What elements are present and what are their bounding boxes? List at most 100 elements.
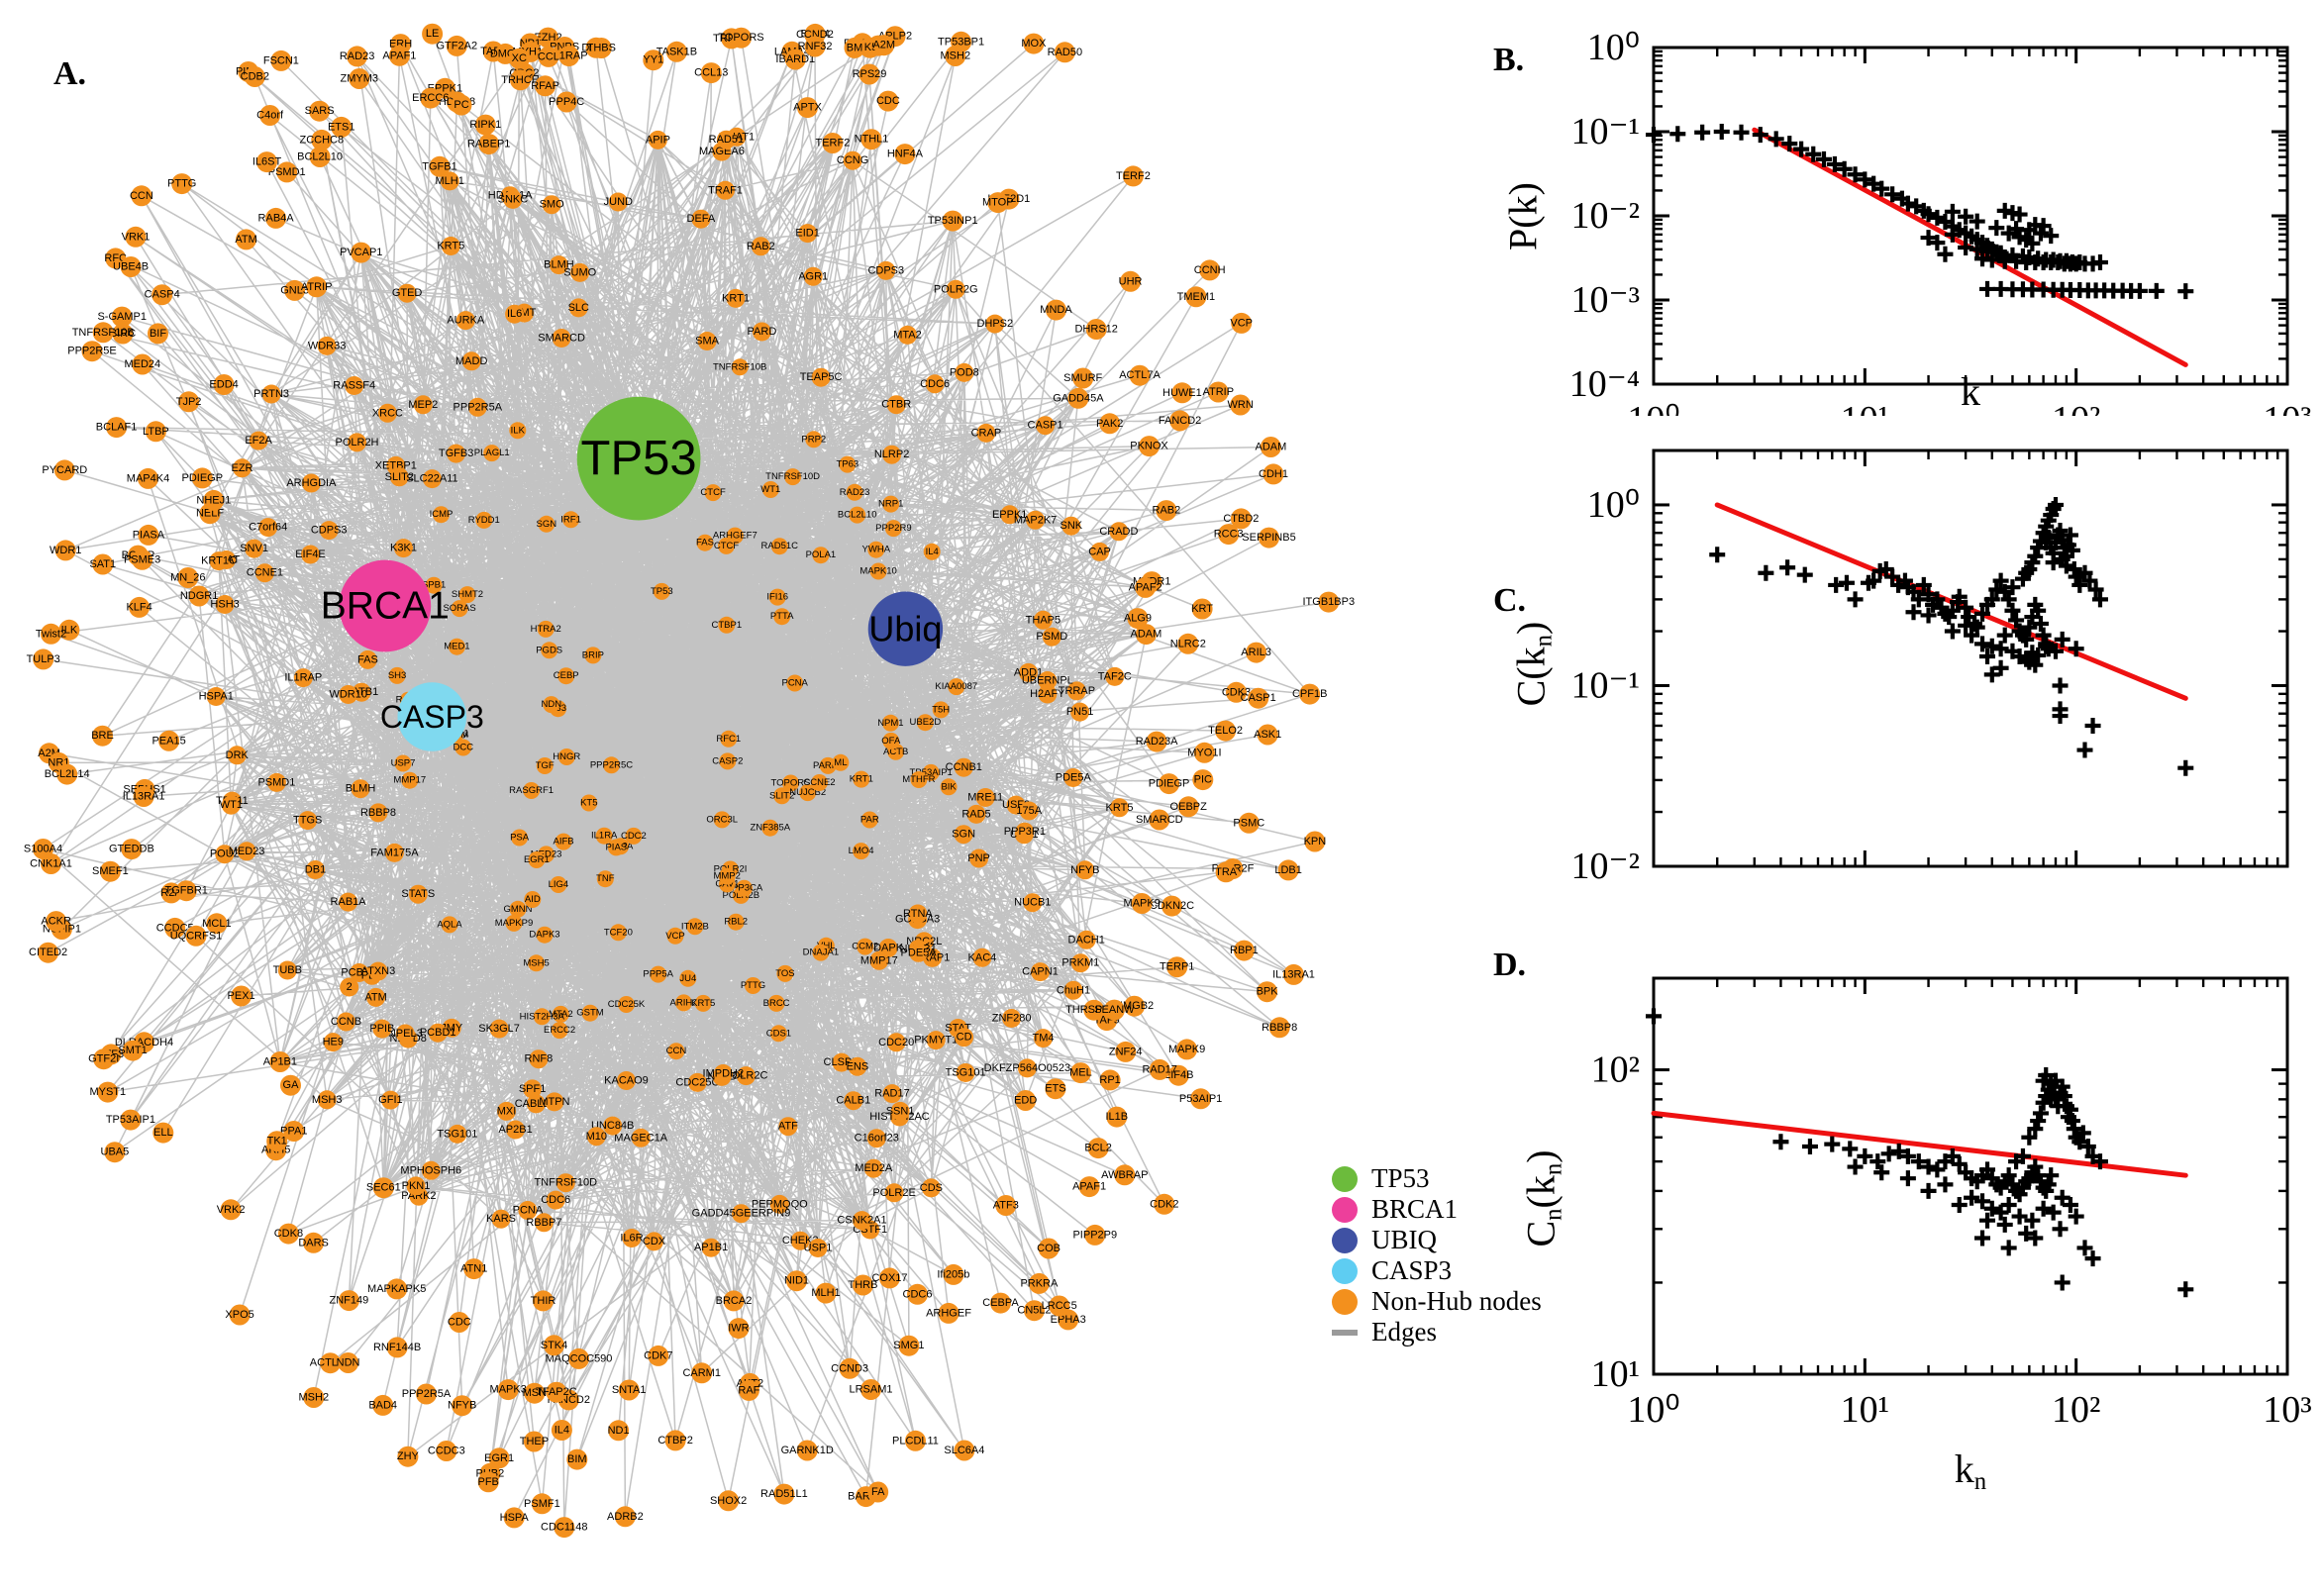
- network-node[interactable]: SERPINB5: [1242, 527, 1296, 549]
- network-node[interactable]: NPM1: [877, 714, 904, 732]
- network-node[interactable]: POLA1: [806, 547, 837, 564]
- network-node[interactable]: USP1: [804, 1239, 833, 1257]
- network-node[interactable]: C7orf64: [249, 518, 287, 538]
- network-node[interactable]: CCDC5: [156, 917, 194, 939]
- network-node[interactable]: RTNA: [903, 904, 933, 924]
- network-node[interactable]: PDE5A: [1056, 768, 1092, 787]
- network-node[interactable]: PEA15: [152, 730, 186, 751]
- network-node[interactable]: MAGEC1A: [614, 1128, 668, 1147]
- network-node[interactable]: SORAS: [443, 600, 476, 618]
- network-node[interactable]: ILK: [58, 619, 80, 641]
- network-node[interactable]: RAD50: [1048, 42, 1082, 63]
- network-node[interactable]: DKFZP564O0523: [984, 1058, 1070, 1078]
- network-node[interactable]: PEX1: [228, 985, 255, 1007]
- hub-node-tp53[interactable]: TP53: [576, 396, 701, 521]
- network-node[interactable]: RNF144B: [373, 1337, 421, 1358]
- network-node[interactable]: SMARCD: [538, 329, 585, 348]
- network-node[interactable]: DAPK3: [529, 926, 560, 944]
- network-node[interactable]: CDK3: [1222, 681, 1251, 703]
- network-node[interactable]: DB1: [305, 860, 326, 879]
- network-node[interactable]: TOPORS: [771, 774, 811, 792]
- network-node[interactable]: TP53AIP1: [106, 1109, 155, 1131]
- network-node[interactable]: OFA: [881, 732, 901, 749]
- network-node[interactable]: P53AIP1: [1179, 1088, 1222, 1110]
- hub-node-casp3[interactable]: CASP3: [380, 682, 484, 751]
- network-node[interactable]: NUCB1: [1014, 893, 1051, 913]
- network-node[interactable]: NID1: [784, 1270, 809, 1292]
- network-node[interactable]: CCNH: [1194, 259, 1226, 281]
- network-node[interactable]: RAD5: [961, 804, 991, 824]
- network-node[interactable]: PARD: [748, 322, 777, 342]
- network-node[interactable]: TRHCH: [501, 69, 540, 91]
- network-node[interactable]: MAPKP9: [495, 914, 534, 932]
- network-node[interactable]: BLMH: [346, 779, 376, 799]
- network-node[interactable]: CASP2: [712, 752, 743, 770]
- network-node[interactable]: MED1: [444, 638, 470, 655]
- network-node[interactable]: MAQCOC590: [546, 1347, 613, 1369]
- network-node[interactable]: UHR: [1119, 270, 1143, 292]
- network-node[interactable]: THRB: [849, 1274, 878, 1296]
- network-node[interactable]: CCN: [130, 185, 153, 207]
- network-node[interactable]: OEBPZ: [1170, 796, 1208, 818]
- network-node[interactable]: RBP1: [1230, 940, 1259, 961]
- network-node[interactable]: ZNF280: [992, 1009, 1032, 1028]
- network-node[interactable]: ADD1: [1014, 662, 1043, 682]
- network-node[interactable]: SMA: [695, 332, 720, 350]
- network-node[interactable]: ITGB1BP3: [1303, 591, 1356, 613]
- network-node[interactable]: CAPN1: [1022, 962, 1059, 982]
- network-node[interactable]: RBBP8: [360, 803, 396, 823]
- network-node[interactable]: RP1: [1099, 1069, 1121, 1091]
- network-node[interactable]: CDC: [876, 90, 900, 112]
- network-node[interactable]: SLIT2: [769, 787, 794, 805]
- network-node[interactable]: CEBPA: [982, 1292, 1019, 1314]
- network-node[interactable]: SARS: [305, 100, 335, 122]
- network-node[interactable]: ZNF24: [1109, 1041, 1143, 1062]
- network-node[interactable]: CDC25K: [608, 996, 646, 1013]
- network-node[interactable]: MMP17: [393, 771, 426, 789]
- network-node[interactable]: ARHGDIA: [286, 473, 337, 493]
- network-node[interactable]: ETS: [1045, 1078, 1066, 1100]
- network-node[interactable]: MAPK3: [490, 1379, 527, 1401]
- network-node[interactable]: EGR1: [484, 1447, 514, 1469]
- network-node[interactable]: CDB2: [241, 66, 269, 87]
- network-node[interactable]: VRK1: [122, 226, 151, 248]
- network-node[interactable]: CCM2: [852, 938, 878, 955]
- network-node[interactable]: CDPS3: [867, 260, 904, 280]
- network-node[interactable]: VRK2: [217, 1199, 246, 1221]
- network-node[interactable]: TNFRSF10B: [713, 358, 766, 376]
- network-graph[interactable]: TAF2CMAGEA6MAGEC1AARIL3ALG9NIPADHRS12TP5…: [0, 0, 1426, 1596]
- network-node[interactable]: ZNF385A: [750, 819, 791, 837]
- network-node[interactable]: TELO2: [1208, 720, 1243, 742]
- network-node[interactable]: ENS: [847, 1056, 869, 1076]
- network-node[interactable]: TGFB1: [422, 155, 457, 177]
- network-node[interactable]: HIST2H3A: [520, 1008, 565, 1026]
- network-node[interactable]: RFAP: [531, 75, 559, 97]
- network-node[interactable]: EF2A: [245, 431, 273, 450]
- network-node[interactable]: THBS: [587, 38, 616, 58]
- network-node[interactable]: ZCCHC8: [299, 129, 344, 150]
- network-node[interactable]: CDKN2C: [1150, 895, 1194, 917]
- network-node[interactable]: POLR2G: [934, 279, 978, 299]
- network-node[interactable]: FAS: [357, 649, 378, 669]
- network-node[interactable]: IL4: [923, 543, 941, 560]
- network-node[interactable]: SEANW: [1094, 999, 1135, 1021]
- network-node[interactable]: TK1: [266, 1131, 288, 1152]
- network-node[interactable]: CCL: [538, 46, 559, 67]
- network-node[interactable]: SHOX2: [710, 1490, 747, 1512]
- network-node[interactable]: JU4: [679, 969, 697, 987]
- network-node[interactable]: THRSP10C: [1065, 999, 1123, 1021]
- network-node[interactable]: PFB: [477, 1471, 499, 1493]
- network-node[interactable]: HUWE1: [1162, 382, 1202, 404]
- network-node[interactable]: KRT5: [437, 237, 464, 255]
- network-node[interactable]: UBE4B: [113, 256, 149, 277]
- network-node[interactable]: ADAM: [1256, 437, 1287, 457]
- network-node[interactable]: MAPK9: [1168, 1039, 1205, 1060]
- network-node[interactable]: WT1: [760, 481, 780, 498]
- network-node[interactable]: RFC: [104, 248, 127, 269]
- network-node[interactable]: PRKRA: [1020, 1272, 1059, 1294]
- network-node[interactable]: PDIEGP: [1149, 773, 1190, 795]
- network-node[interactable]: AURKA: [447, 311, 485, 331]
- network-node[interactable]: ACKR: [41, 911, 71, 933]
